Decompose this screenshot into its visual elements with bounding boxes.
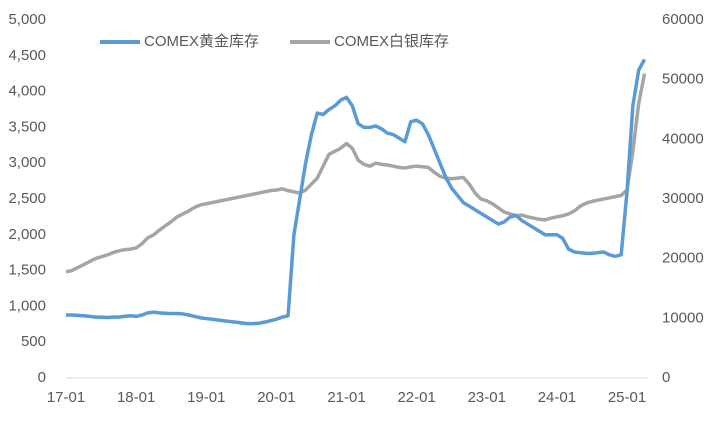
y-tick-label: 3,000 [8,154,46,171]
legend-label: COMEX白银库存 [334,33,449,50]
x-tick-label: 20-01 [257,389,295,406]
legend-label: COMEX黄金库存 [144,33,259,50]
y2-tick-label: 0 [662,369,670,386]
y-tick-label: 2,000 [8,226,46,243]
y-tick-label: 1,500 [8,262,46,279]
y2-tick-label: 30000 [662,190,704,207]
x-tick-label: 17-01 [47,389,85,406]
y2-tick-label: 50000 [662,71,704,88]
y2-tick-label: 10000 [662,309,704,326]
y-tick-label: 0 [38,369,46,386]
x-tick-label: 23-01 [468,389,506,406]
y-tick-label: 2,500 [8,190,46,207]
y-tick-label: 4,500 [8,47,46,64]
series-line [65,73,647,274]
y2-tick-label: 20000 [662,250,704,267]
y-tick-label: 3,500 [8,118,46,135]
y-tick-label: 500 [21,333,46,350]
x-tick-label: 24-01 [538,389,576,406]
x-tick-label: 19-01 [187,389,225,406]
x-tick-label: 22-01 [397,389,435,406]
y-tick-label: 5,000 [8,11,46,28]
y-tick-label: 1,000 [8,297,46,314]
series-line [66,58,647,326]
y2-tick-label: 60000 [662,11,704,28]
y-tick-label: 4,000 [8,83,46,100]
x-tick-label: 25-01 [608,389,646,406]
x-tick-label: 18-01 [117,389,155,406]
x-tick-label: 21-01 [327,389,365,406]
y2-tick-label: 40000 [662,130,704,147]
